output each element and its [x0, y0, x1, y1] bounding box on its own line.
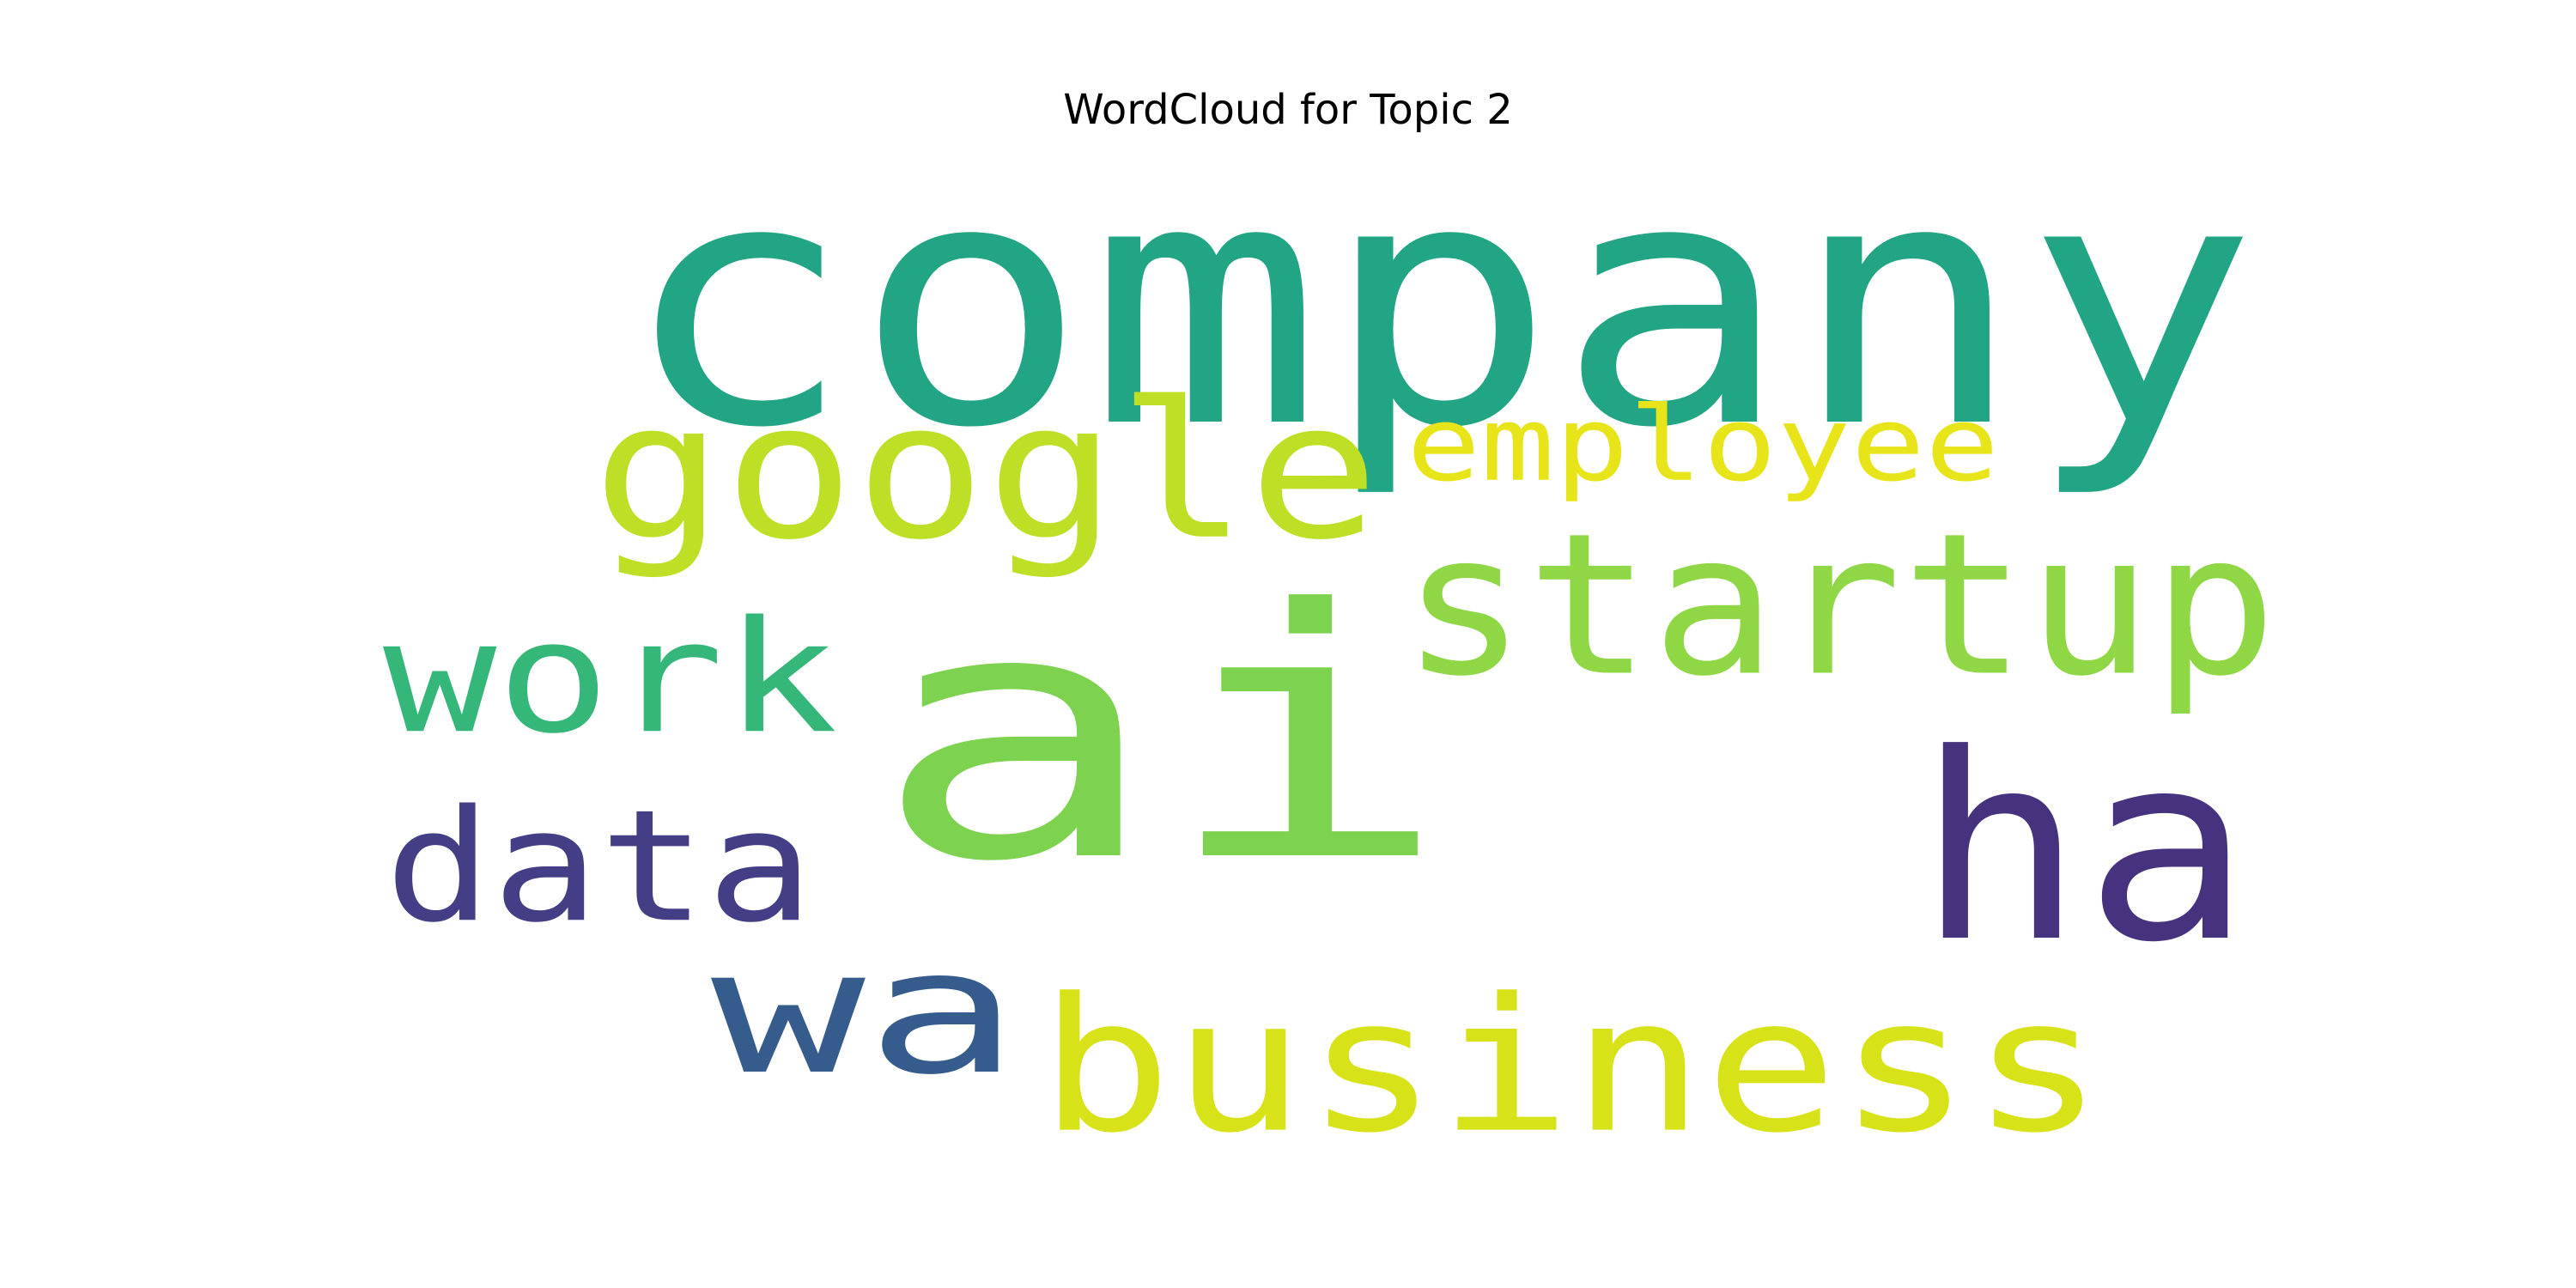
word-data: data	[385, 776, 814, 957]
word-company: company	[620, 108, 2258, 503]
word-wa: wa	[711, 913, 1020, 1113]
word-google: google	[592, 361, 1380, 582]
word-startup: startup	[1401, 491, 2277, 720]
word-ha: ha	[1917, 699, 2251, 999]
chart-title: WordCloud for Topic 2	[1063, 86, 1513, 134]
word-business: business	[1039, 958, 2105, 1175]
word-ai: ai	[872, 538, 1451, 938]
word-work: work	[383, 587, 838, 769]
word-employee: employee	[1406, 384, 2000, 505]
